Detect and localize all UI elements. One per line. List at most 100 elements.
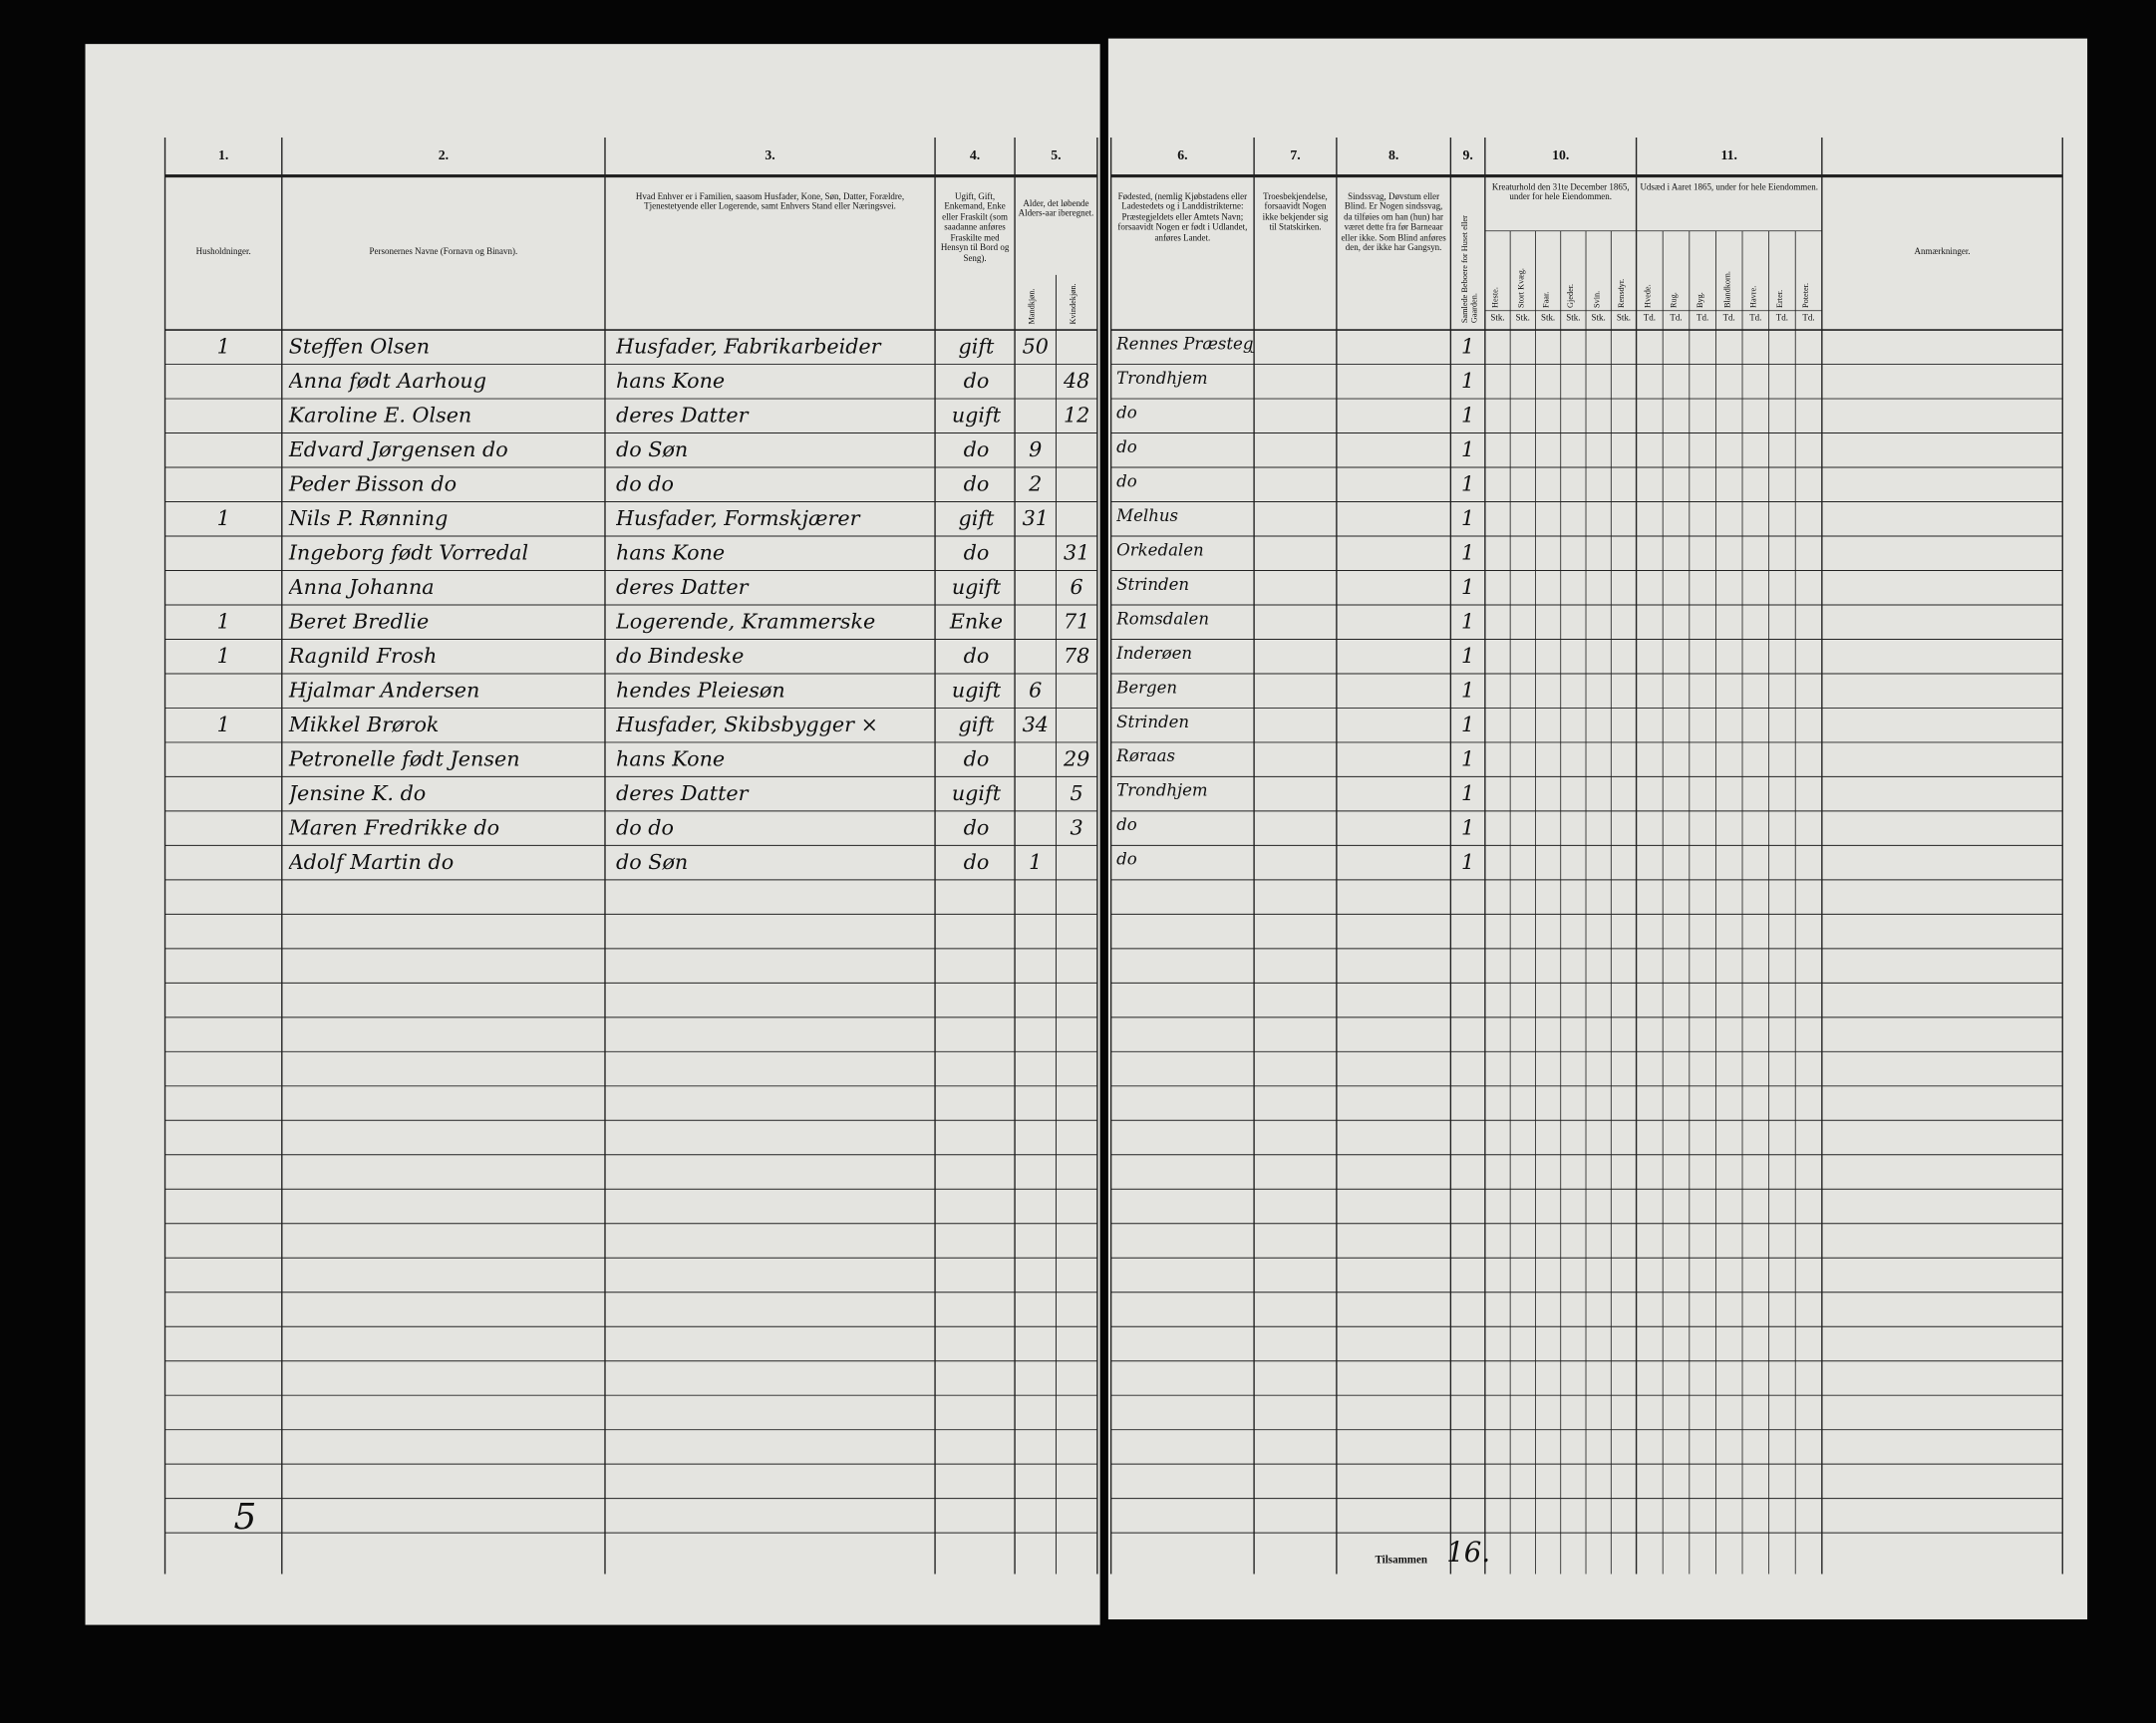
column-subheading: Hvede. xyxy=(1644,284,1653,309)
cell-name: Edvard Jørgensen do xyxy=(288,438,508,462)
cell-name: Nils P. Rønning xyxy=(288,507,449,531)
cell-age-male: 50 xyxy=(1022,335,1049,360)
column-heading: Personernes Navne (Fornavn og Binavn). xyxy=(369,247,518,257)
cell-position: Husfader, Fabrikarbeider xyxy=(616,335,881,360)
cell-position: Husfader, Skibsbygger × xyxy=(616,713,878,737)
cell-age-female: 6 xyxy=(1070,576,1083,600)
cell-name: Anna Johanna xyxy=(288,576,435,600)
cell-marital: Enke xyxy=(949,610,1004,634)
cell-marital: ugift xyxy=(951,679,1002,703)
column-number: 7. xyxy=(1290,147,1301,164)
cell-residents: 1 xyxy=(1461,816,1475,840)
column-subheading: Kvindekjøn. xyxy=(1070,283,1078,325)
cell-marital: gift xyxy=(958,335,995,360)
cell-position: deres Datter xyxy=(616,404,749,429)
cell-position: Logerende, Krammerske xyxy=(616,610,876,634)
cell-position: do Bindeske xyxy=(616,644,745,669)
cell-position: do do xyxy=(616,816,675,840)
column-heading: Ugift, Gift, Enkemand, Enke eller Fraski… xyxy=(940,192,1010,264)
cell-age-male: 31 xyxy=(1022,507,1049,531)
cell-marital: do xyxy=(963,370,990,394)
column-number: 10. xyxy=(1552,147,1570,164)
cell-birthplace: do xyxy=(1116,404,1137,423)
cell-residents: 1 xyxy=(1461,610,1475,634)
cell-household: 1 xyxy=(216,610,230,634)
cell-residents: 1 xyxy=(1461,472,1475,496)
cell-household: 1 xyxy=(216,507,230,531)
cell-name: Beret Bredlie xyxy=(288,610,430,634)
cell-name: Maren Fredrikke do xyxy=(288,816,500,840)
cell-position: hans Kone xyxy=(616,747,726,771)
unit-label: Td. xyxy=(1695,313,1709,324)
column-number: 2. xyxy=(438,147,450,164)
column-subheading: Havre. xyxy=(1749,285,1759,309)
column-number: 1. xyxy=(217,147,229,164)
column-heading: Hvad Enhver er i Familien, saasom Husfad… xyxy=(635,192,905,213)
column-number: 3. xyxy=(765,147,775,164)
cell-name: Peder Bisson do xyxy=(288,472,458,496)
column-subheading: Heste. xyxy=(1491,287,1501,309)
column-subheading: Gjeder. xyxy=(1567,283,1577,309)
cell-residents: 1 xyxy=(1461,576,1475,600)
column-heading: Troesbekjendelse, forsaavidt Nogen ikke … xyxy=(1262,192,1329,233)
cell-marital: do xyxy=(963,850,990,875)
column-number: 9. xyxy=(1462,147,1473,164)
column-subheading: Stort Kvæg. xyxy=(1517,267,1526,309)
cell-position: do Søn xyxy=(616,438,689,462)
column-heading: Sindssvag, Døvstum eller Blind. Er Nogen… xyxy=(1341,192,1446,254)
unit-label: Td. xyxy=(1802,313,1815,324)
cell-birthplace: Røraas xyxy=(1116,747,1176,766)
cell-age-female: 29 xyxy=(1063,747,1090,771)
cell-name: Karoline E. Olsen xyxy=(288,404,472,429)
column-number: 6. xyxy=(1177,147,1188,164)
cell-marital: do xyxy=(963,644,990,669)
cell-age-female: 71 xyxy=(1063,610,1090,634)
column-subheading: Rensdyr. xyxy=(1618,278,1627,309)
cell-marital: ugift xyxy=(951,404,1002,429)
cell-residents: 1 xyxy=(1461,644,1475,669)
cell-residents: 1 xyxy=(1461,781,1475,806)
cell-marital: do xyxy=(963,438,990,462)
column-number: 8. xyxy=(1387,147,1399,164)
column-subheading: Byg. xyxy=(1696,292,1705,309)
cell-household: 1 xyxy=(216,713,230,737)
cell-marital: do xyxy=(963,541,990,565)
unit-label: Stk. xyxy=(1490,313,1505,324)
cell-position: hans Kone xyxy=(616,370,726,394)
cell-position: hendes Pleiesøn xyxy=(616,679,785,703)
column-subheading: Poteter. xyxy=(1802,282,1812,309)
cell-birthplace: Rennes Præstegjeld xyxy=(1116,335,1254,354)
unit-label: Td. xyxy=(1722,313,1735,324)
cell-name: Mikkel Brørok xyxy=(288,713,440,737)
cell-residents: 1 xyxy=(1461,713,1475,737)
cell-position: hans Kone xyxy=(616,541,726,565)
unit-label: Td. xyxy=(1670,313,1683,324)
cell-name: Steffen Olsen xyxy=(288,335,431,360)
cell-position: do Søn xyxy=(616,850,689,875)
cell-position: deres Datter xyxy=(616,781,749,806)
column-subheading: Blandkorn. xyxy=(1723,270,1732,309)
right-page xyxy=(1107,38,2088,1620)
cell-age-female: 78 xyxy=(1063,644,1090,669)
cell-birthplace: Romsdalen xyxy=(1116,610,1210,629)
cell-residents: 1 xyxy=(1461,370,1475,394)
unit-label: Td. xyxy=(1749,313,1762,324)
cell-age-male: 6 xyxy=(1029,679,1043,703)
cell-birthplace: do xyxy=(1116,438,1137,456)
cell-age-male: 1 xyxy=(1029,850,1043,875)
unit-label: Td. xyxy=(1775,313,1789,324)
cell-residents: 1 xyxy=(1461,438,1475,462)
cell-birthplace: do xyxy=(1116,472,1137,491)
column-subheading: Rug. xyxy=(1670,292,1680,309)
cell-birthplace: Inderøen xyxy=(1116,644,1193,663)
cell-age-female: 31 xyxy=(1063,541,1090,565)
cell-birthplace: Orkedalen xyxy=(1116,541,1204,560)
column-heading: Kreaturhold den 31te December 1865, unde… xyxy=(1491,182,1630,203)
cell-marital: do xyxy=(963,747,990,771)
cell-marital: do xyxy=(963,816,990,840)
total: 16. xyxy=(1446,1535,1491,1570)
column-heading: Samlede Beboere for Huset eller Gaarden. xyxy=(1461,215,1480,324)
column-heading: Alder, det løbende Alders-aar iberegnet. xyxy=(1018,199,1094,219)
total-label: Tilsammen xyxy=(1375,1553,1428,1567)
